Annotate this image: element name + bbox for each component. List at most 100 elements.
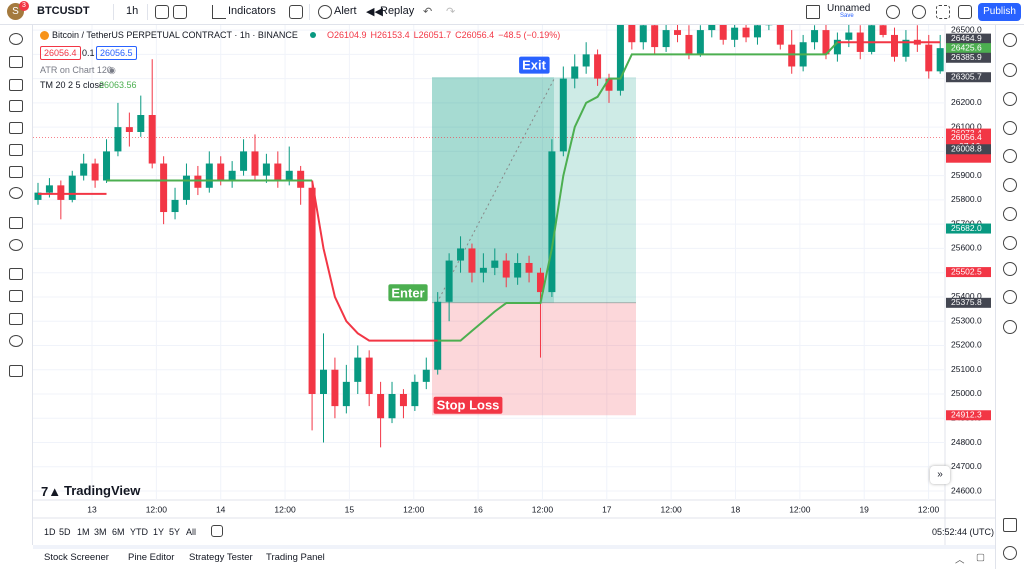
price-label-bg [946,223,991,234]
watchlist-icon[interactable] [1003,33,1017,47]
tool-zoom[interactable] [9,239,23,251]
candle-body [479,267,487,273]
candle-body [685,34,693,55]
tool-icons[interactable] [9,187,23,199]
news-icon[interactable] [1003,178,1017,192]
save[interactable]: Save [840,13,854,19]
ask[interactable]: 26056.5 [96,46,137,60]
settings-icon[interactable] [912,5,926,19]
tool-trash[interactable] [9,365,23,377]
tool-prediction[interactable] [9,122,23,134]
y-tick-label: 26100.0 [951,121,982,131]
layers-icon[interactable] [1003,518,1017,532]
bottom-tab[interactable]: Stock Screener [44,552,109,563]
bottom-tab[interactable]: Pine Editor [128,552,175,563]
visibility-icon[interactable]: ◉ [108,65,116,75]
top-toolbar [0,0,1024,25]
range-button[interactable]: 1M [77,527,90,537]
bottom-tab[interactable]: Strategy Tester [189,552,253,563]
panel-icon[interactable] [1003,546,1017,560]
collapse[interactable]: ︿ [955,555,965,566]
interval[interactable]: 1h [126,5,139,17]
candle-body [514,262,522,278]
templates-icon[interactable] [289,5,303,19]
range-button[interactable]: 3M [94,527,107,537]
y-tick-label: 25300.0 [951,315,982,325]
bid[interactable]: 26056.4 [40,46,81,60]
y-tick-label: 25000.0 [951,388,982,398]
streams-icon[interactable] [1003,262,1017,276]
bottom-tab[interactable]: Trading Panel [266,552,325,563]
chart-type-icon[interactable] [173,5,187,19]
candle-body [91,163,99,181]
range-button[interactable]: All [186,527,197,537]
candle-body [616,25,624,91]
layout-name[interactable]: Unnamed [827,3,871,14]
layout-icon[interactable] [806,5,820,19]
tool-lock-draw[interactable] [9,290,23,302]
maximize[interactable]: ▢ [976,552,985,563]
ohlc-item: −48.5 (−0.19%) [498,30,561,40]
tool-magnet[interactable] [9,268,23,280]
range-button[interactable]: 1Y [153,527,165,537]
ideas-icon[interactable] [1003,207,1017,221]
x-tick-label: 17 [602,504,612,514]
search-icon[interactable] [886,5,900,19]
alert[interactable]: Alert [334,5,357,17]
candle-body [445,260,453,302]
tool-line[interactable] [9,56,23,68]
tool-brush[interactable] [9,144,23,156]
x-tick-label: 16 [473,504,483,514]
y-tick-label: 25100.0 [951,364,982,374]
price-label-bg [946,267,991,278]
fullscreen-icon[interactable] [936,5,950,19]
candle-body [925,44,933,72]
range-button[interactable]: 1D [44,527,56,537]
tool-text[interactable] [9,166,23,178]
calendar-icon[interactable] [1003,149,1017,163]
range-button[interactable]: 6M [112,527,125,537]
position-label-bg [388,284,428,302]
alert-icon[interactable] [318,5,332,19]
candle-body [525,262,533,273]
hotlists-icon[interactable] [1003,121,1017,135]
logo: TradingView [64,483,141,498]
badge: 3 [19,1,29,11]
replay-icon[interactable]: ◀◀ [366,6,383,18]
snapshot-icon[interactable] [958,5,972,19]
scroll-right[interactable]: » [930,466,950,484]
y-tick-label: 25700.0 [951,218,982,228]
undo[interactable]: ↶ [423,6,433,18]
indicators[interactable]: Indicators [228,5,276,17]
y-tick-label: 25600.0 [951,243,982,253]
replay[interactable]: Replay [380,5,415,17]
help-icon[interactable] [1003,320,1017,334]
atr-indicator[interactable]: ATR on Chart 120 [40,65,112,75]
candle-body [639,25,647,43]
goto-date[interactable] [211,525,223,537]
candle-body [194,175,202,188]
tool-measure[interactable] [9,217,23,229]
tool-eye[interactable] [9,335,23,347]
tm-indicator[interactable]: TM 20 2 5 close [40,80,105,90]
range-button[interactable]: 5Y [169,527,181,537]
tm-value: 26063.56 [99,80,137,90]
publish[interactable]: Publish [978,3,1021,21]
data-window-icon[interactable] [1003,92,1017,106]
range-button[interactable]: YTD [130,527,148,537]
tool-cross[interactable] [9,33,23,45]
price-label: 25375.8 [951,297,982,307]
notifications-icon[interactable] [1003,290,1017,304]
chat-icon[interactable] [1003,236,1017,250]
tool-fib[interactable] [9,79,23,91]
alerts-icon[interactable] [1003,63,1017,77]
symbol[interactable]: BTCUSDT [37,5,90,17]
chart-type-icon[interactable] [155,5,169,19]
range-button[interactable]: 5D [59,527,71,537]
tool-pattern[interactable] [9,100,23,112]
tool-lock[interactable] [9,313,23,325]
indicators-icon[interactable] [212,5,226,19]
candle-body [262,163,270,176]
candle-body [742,27,750,38]
